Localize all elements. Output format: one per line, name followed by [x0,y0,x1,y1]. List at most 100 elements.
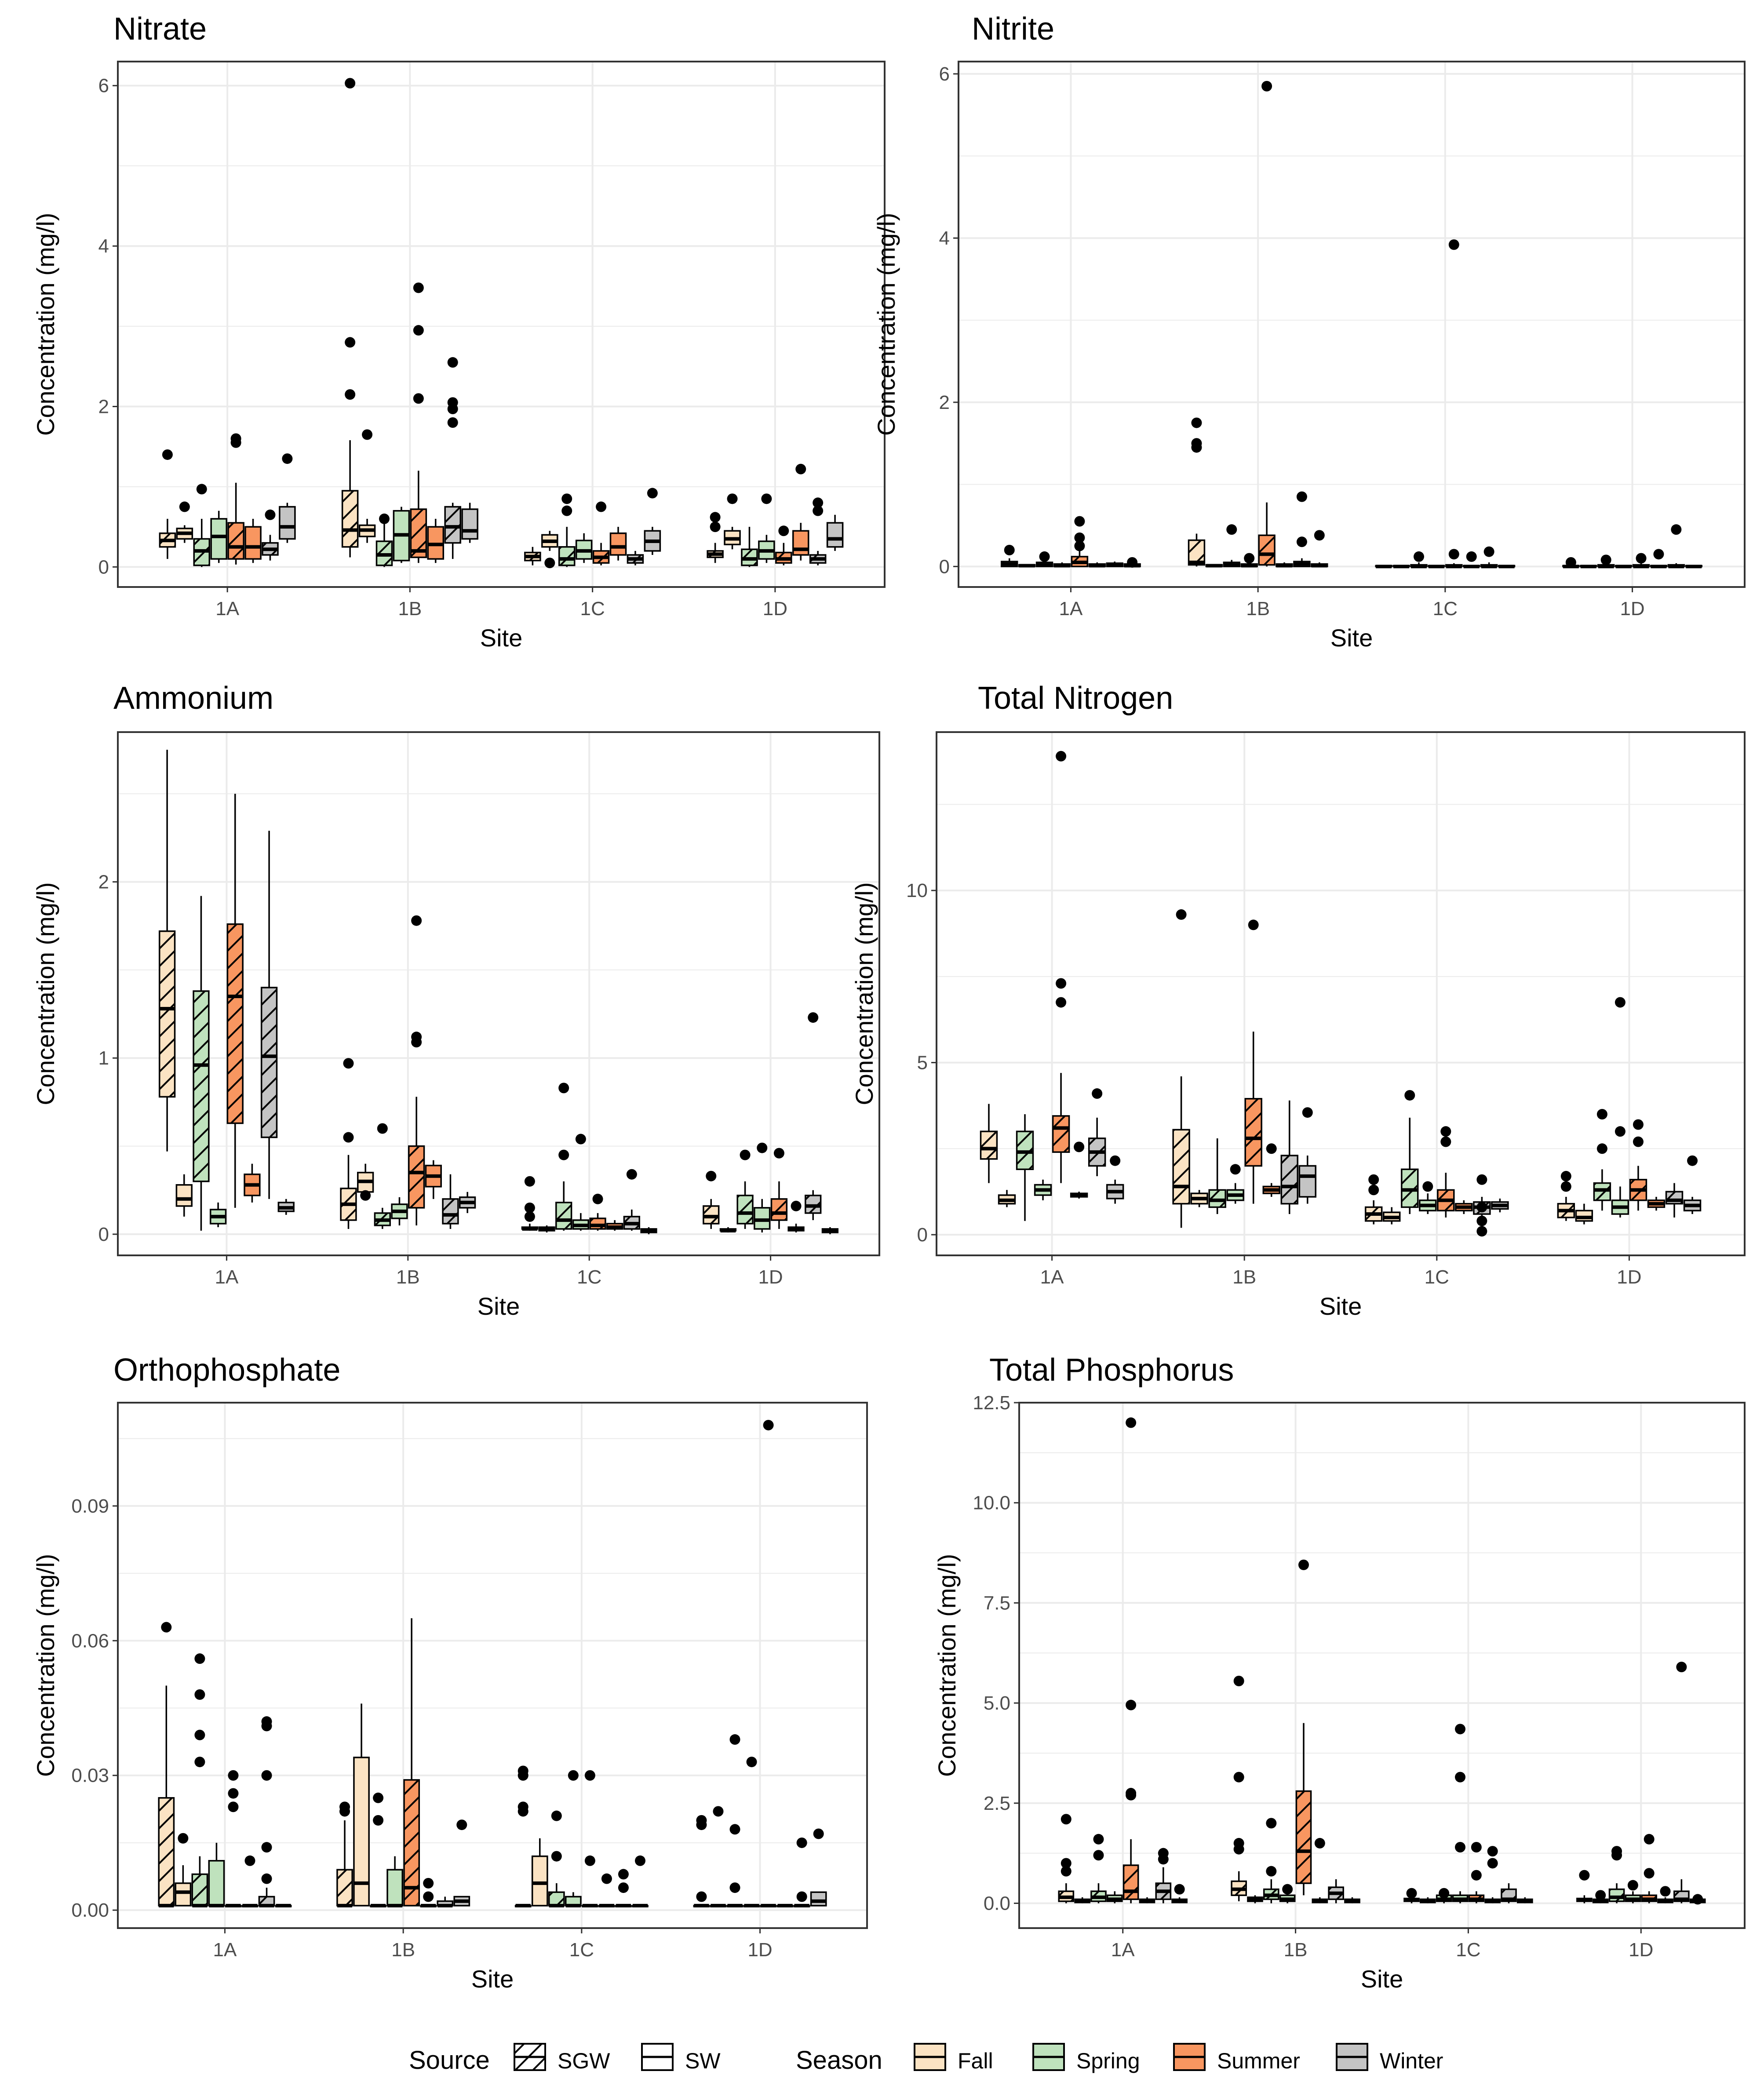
outlier-point [634,1855,645,1866]
outlier-point [456,1820,467,1830]
outlier-point [423,1878,434,1889]
outlier-point [813,497,824,508]
box-winter-sgw-1c [1473,1174,1491,1237]
outlier-point [558,1149,569,1160]
outlier-point [795,463,806,474]
x-tick-label: 1B [1246,598,1270,620]
box-spring-sgw-1d [1597,554,1615,569]
box-winter-sw-1c [1498,565,1516,569]
outlier-point [1074,516,1085,527]
box-summer-sw-1b [427,518,445,563]
box-fall-sgw-1b [340,1058,357,1229]
box-fall-sgw-1a [158,1622,175,1907]
box-summer-sgw-1a [226,794,244,1208]
box-outline [193,990,210,1182]
box-winter-sgw-1d [1667,524,1685,569]
outlier-point [360,1190,371,1201]
outlier-point [551,1810,562,1821]
panel-border [1018,1402,1746,1929]
box-winter-sw-1c [1517,1897,1533,1903]
box-fall-sgw-1d [703,1170,720,1229]
outlier-point [740,1149,751,1160]
box-fall-sw-1c [531,1838,548,1907]
outlier-point [1368,1174,1379,1185]
box-fill [793,531,809,555]
outlier-point [1596,1143,1607,1154]
x-axis-label: Site [471,1965,514,1993]
box-summer-sgw-1a [225,1770,242,1907]
outlier-point [1302,1107,1313,1118]
box-spring-sgw-1a [1016,1114,1034,1221]
panel-title: Nitrite [972,11,1054,47]
legend-source-sw: SW [641,2043,721,2073]
y-tick-label: 2 [98,396,109,418]
box-winter-sw-1a [1106,1155,1124,1204]
panel-title: Nitrate [113,11,207,47]
box-spring-sw-1a [1034,1179,1052,1200]
outlier-point [1056,997,1067,1008]
box-outline [158,930,176,1098]
outlier-point [162,449,173,460]
box-winter-sw-1a [1123,557,1141,568]
box-hatch [1609,1889,1624,1901]
box-fill [175,1883,191,1906]
box-summer-sw-1b [425,1160,442,1199]
x-tick-label: 1C [1425,1266,1449,1288]
box-fall-sgw-1a [1058,1814,1075,1903]
outlier-point [746,1757,757,1768]
box-outline [1673,1890,1690,1902]
outlier-point [727,493,738,504]
box-winter-sw-1a [279,453,296,543]
box-fall-sw-1b [1205,564,1223,568]
x-tick-label: 1D [1617,1266,1641,1288]
box-spring-sgw-1a [191,1653,208,1907]
box-hatch [771,1199,787,1220]
box-winter-sw-1a [275,1903,292,1907]
outlier-point [558,1083,569,1094]
box-fall-sgw-1c [514,1765,532,1907]
outlier-point [343,1132,354,1143]
box-outline [210,518,227,560]
box-winter-sw-1d [1685,565,1702,569]
outlier-point [1487,1858,1498,1869]
outlier-point [1476,1226,1487,1237]
box-spring-sw-1c [1428,565,1445,569]
outlier-point [265,509,276,520]
box-fall-sw-1a [176,501,193,543]
outlier-point [373,1792,384,1803]
outlier-point [1615,1126,1626,1137]
box-winter-sw-1c [1491,1198,1509,1213]
box-fall-sgw-1d [1557,1170,1575,1221]
box-spring-sgw-1c [1436,1888,1452,1903]
box-outline [1665,1191,1684,1205]
box-fall-sw-1a [1018,564,1036,568]
outlier-point [710,512,721,523]
box-hatch [228,523,244,559]
box-fall-sgw-1d [693,1815,710,1907]
x-tick-label: 1C [577,1266,601,1288]
box-fall-sgw-1b [341,78,359,558]
box-outline [279,506,296,540]
outlier-point [1061,1866,1072,1877]
y-tick-label: 4 [98,236,109,257]
x-tick-label: 1A [215,598,239,620]
box-spring-sw-1c [575,533,593,563]
outlier-point [592,1193,603,1204]
outlier-point [1413,551,1424,562]
box-summer-sw-1c [1455,1200,1473,1214]
outlier-point [1004,544,1015,555]
box-spring-sw-1b [393,507,410,563]
outlier-point [757,1142,768,1153]
box-outline [1608,1888,1625,1902]
outlier-point [524,1202,535,1213]
box-winter-sw-1c [644,488,661,555]
box-summer-sgw-1a [227,433,244,565]
y-tick-label: 5 [917,1052,928,1074]
box-summer-sw-1a [241,1855,259,1907]
outlier-point [423,1891,434,1902]
y-tick-label: 0 [939,556,950,577]
box-hatch [445,507,461,543]
box-winter-sgw-1d [1665,1183,1684,1218]
box-fall-sw-1a [175,1833,192,1907]
outlier-point [575,1134,586,1145]
